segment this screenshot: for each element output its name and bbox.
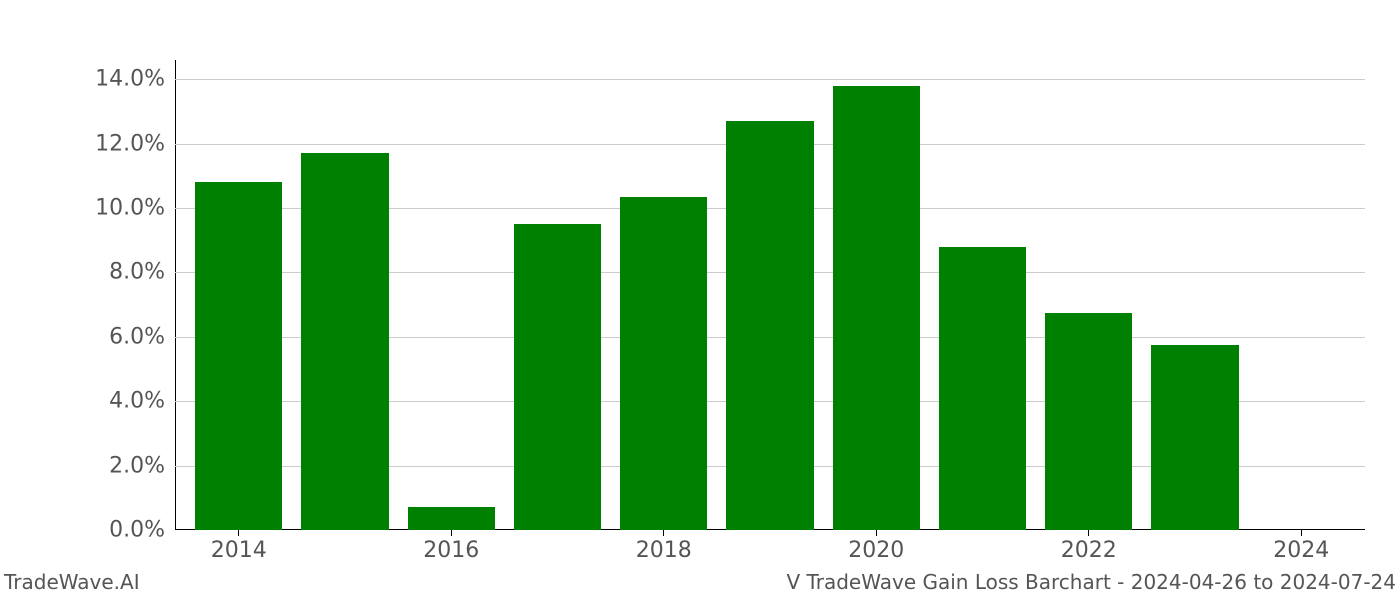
x-tick-label: 2018 — [636, 538, 692, 563]
x-tick-mark — [876, 530, 877, 536]
y-axis-line — [175, 60, 176, 530]
y-tick-label: 4.0% — [109, 389, 165, 414]
x-tick-mark — [663, 530, 664, 536]
y-tick-label: 14.0% — [95, 67, 165, 92]
y-tick-label: 12.0% — [95, 131, 165, 156]
footer-left-text: TradeWave.AI — [4, 570, 140, 594]
x-tick-label: 2024 — [1273, 538, 1329, 563]
x-tick-label: 2020 — [848, 538, 904, 563]
footer-right-text: V TradeWave Gain Loss Barchart - 2024-04… — [786, 570, 1396, 594]
bar — [1151, 345, 1238, 530]
bar — [195, 182, 282, 530]
chart-frame: TradeWave.AI V TradeWave Gain Loss Barch… — [0, 0, 1400, 600]
bar — [514, 224, 601, 530]
grid-line — [175, 79, 1365, 80]
bar — [833, 86, 920, 530]
y-tick-label: 8.0% — [109, 260, 165, 285]
bar — [726, 121, 813, 530]
x-tick-mark — [238, 530, 239, 536]
x-tick-mark — [451, 530, 452, 536]
y-tick-label: 6.0% — [109, 324, 165, 349]
x-tick-label: 2016 — [423, 538, 479, 563]
x-tick-label: 2014 — [211, 538, 267, 563]
bar — [939, 247, 1026, 530]
y-tick-label: 2.0% — [109, 453, 165, 478]
y-tick-label: 10.0% — [95, 196, 165, 221]
x-tick-mark — [1088, 530, 1089, 536]
plot-area — [175, 60, 1365, 530]
bar — [620, 197, 707, 530]
bar — [408, 507, 495, 530]
x-tick-mark — [1301, 530, 1302, 536]
x-tick-label: 2022 — [1061, 538, 1117, 563]
y-tick-label: 0.0% — [109, 518, 165, 543]
bar — [1045, 313, 1132, 530]
bar — [301, 153, 388, 530]
